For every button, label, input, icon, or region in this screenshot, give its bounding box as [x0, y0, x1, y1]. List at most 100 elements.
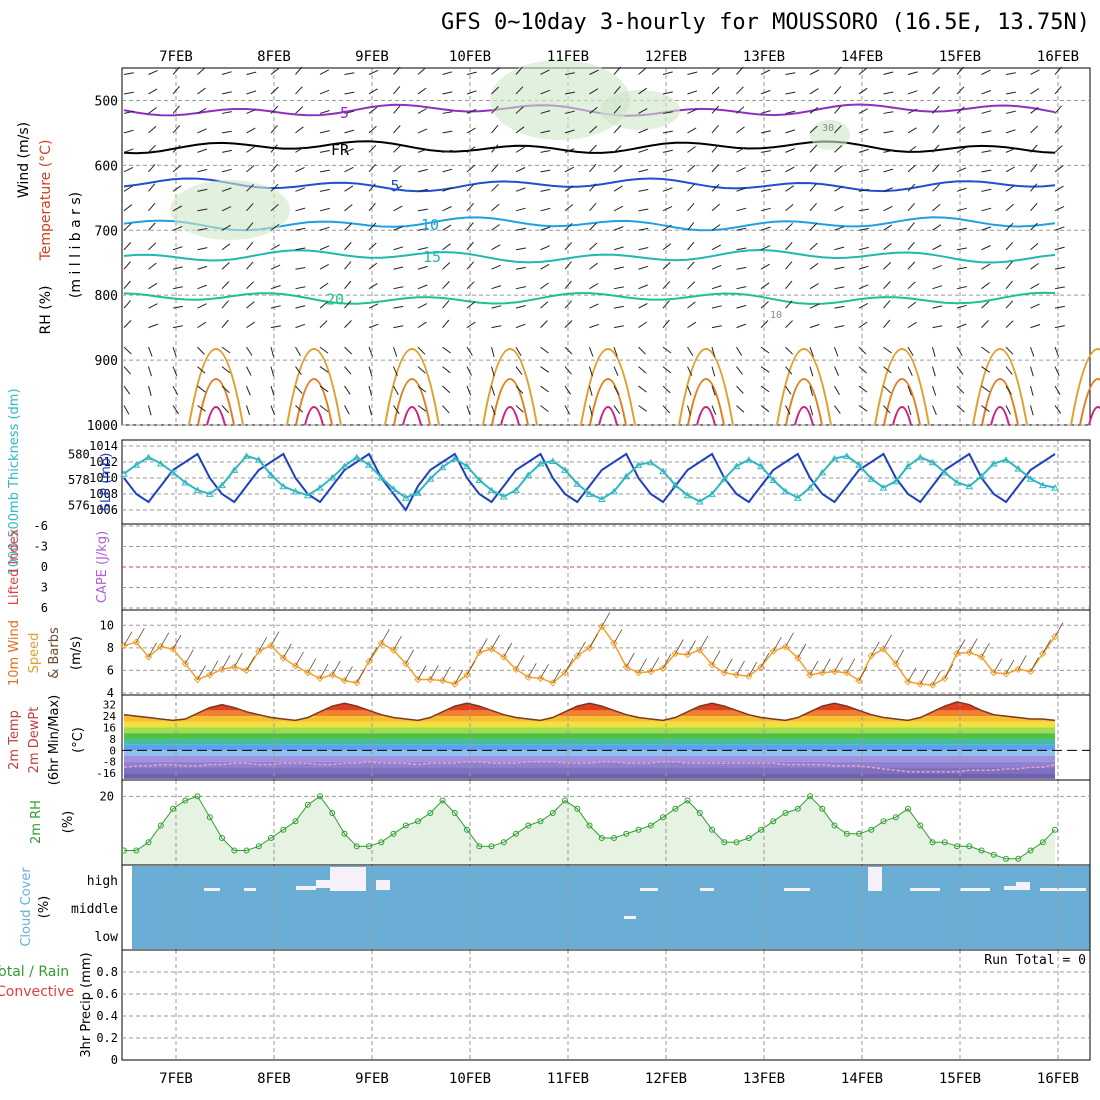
wind-barb [834, 185, 844, 192]
wind-barb [515, 207, 526, 212]
wind-barb [760, 346, 770, 354]
wind-barb [319, 207, 330, 212]
wind-barb [785, 405, 791, 415]
low-level-contour [883, 378, 921, 426]
temp-unit: (°C) [71, 727, 86, 753]
wind10-barb [932, 670, 941, 686]
wind10-barb [564, 658, 574, 673]
rh-contour-label: 10 [770, 310, 782, 321]
thickness-point [499, 493, 508, 500]
x-tick-top: 12FEB [645, 49, 687, 65]
wind-barb [785, 241, 793, 251]
low-level-contour [295, 378, 333, 426]
wind-barb [246, 321, 256, 329]
wind10-point [990, 668, 998, 677]
wind-barb [270, 105, 279, 114]
wind-barb [907, 202, 915, 212]
low-level-contour [580, 348, 636, 426]
wind-barb [295, 286, 306, 290]
wind-barb [246, 183, 254, 192]
panel-frame-wind10 [121, 609, 1091, 696]
wind10-point [316, 674, 324, 683]
wind-barb [515, 86, 524, 95]
wind-barb [295, 207, 306, 212]
wind-barb [760, 320, 769, 328]
cloud-clear-patch [960, 888, 990, 891]
wind-barb [368, 303, 379, 309]
wind-barb [785, 280, 793, 290]
rh-point [513, 830, 519, 837]
wind10-point [267, 641, 275, 650]
wind10-barb [503, 642, 513, 658]
precip-tick: 0.6 [96, 987, 118, 1001]
wind-barb [123, 204, 133, 212]
wind-barb [834, 286, 845, 290]
wind-barb [246, 71, 257, 75]
thickness-point [450, 455, 459, 462]
rh-point [157, 822, 164, 829]
wind-barb [662, 91, 673, 95]
wind-barb [344, 110, 355, 114]
panel-frame-thickness-slp [121, 439, 1091, 525]
wind-barb [270, 366, 275, 377]
wind-barb [589, 303, 599, 309]
thickness-point [303, 491, 312, 499]
wind-barb [540, 69, 550, 75]
wind-barb [662, 385, 671, 394]
thickness-point [193, 486, 202, 494]
rh-point [133, 847, 140, 854]
wind-barb [809, 69, 820, 75]
wind-barb [981, 263, 991, 270]
wind-barb [932, 144, 940, 153]
wind-barb [172, 144, 181, 153]
wind-barb [981, 169, 992, 173]
cloud-unit: (%) [37, 896, 52, 919]
wind-barb [319, 346, 329, 354]
wind-barb [368, 107, 378, 114]
thickness-point [1051, 484, 1059, 491]
temp-tick: -16 [96, 767, 116, 780]
rh-point [843, 830, 850, 837]
wind-barb [956, 385, 965, 394]
wind-barb [662, 168, 673, 173]
wind10-barb [172, 634, 182, 650]
wind-barb [148, 163, 156, 173]
wind10-barb [221, 655, 231, 670]
wind-barb [858, 108, 869, 114]
wind-barb [1030, 346, 1035, 357]
wind10-barb [968, 638, 978, 653]
wind-barb [1054, 145, 1063, 153]
wind-barb [736, 167, 746, 173]
wind-barb [760, 245, 771, 251]
wind-barb [393, 125, 401, 134]
wind-barb [883, 261, 892, 270]
wind-barb [736, 66, 744, 75]
wind10-point [843, 668, 851, 677]
wind-barb [907, 90, 918, 95]
thickness-point [267, 471, 275, 478]
rh-point [206, 814, 213, 821]
wind-barb [736, 247, 747, 251]
wind-barb [319, 263, 329, 270]
rh-point [366, 843, 372, 850]
wind-barb [319, 405, 329, 412]
wind-barb [638, 108, 648, 114]
rh-point [402, 822, 409, 829]
rh-panel-label: 2m RH [29, 800, 44, 844]
wind-barb [515, 385, 524, 394]
thickness-point [793, 494, 802, 501]
wind-barb [417, 346, 426, 355]
wind-barb [687, 366, 693, 376]
li-tick: 3 [41, 581, 48, 595]
wind-barb [638, 87, 647, 95]
low-level-contour [874, 348, 930, 426]
wind-barb [613, 125, 622, 134]
wind-barb [564, 366, 572, 375]
thickness-point [916, 453, 925, 461]
thickness-point [536, 460, 545, 467]
wind10-point [536, 674, 545, 683]
wind-barb [466, 202, 474, 212]
thickness-point [132, 461, 141, 468]
thickness-point [205, 490, 214, 497]
wind-barb [515, 146, 525, 153]
